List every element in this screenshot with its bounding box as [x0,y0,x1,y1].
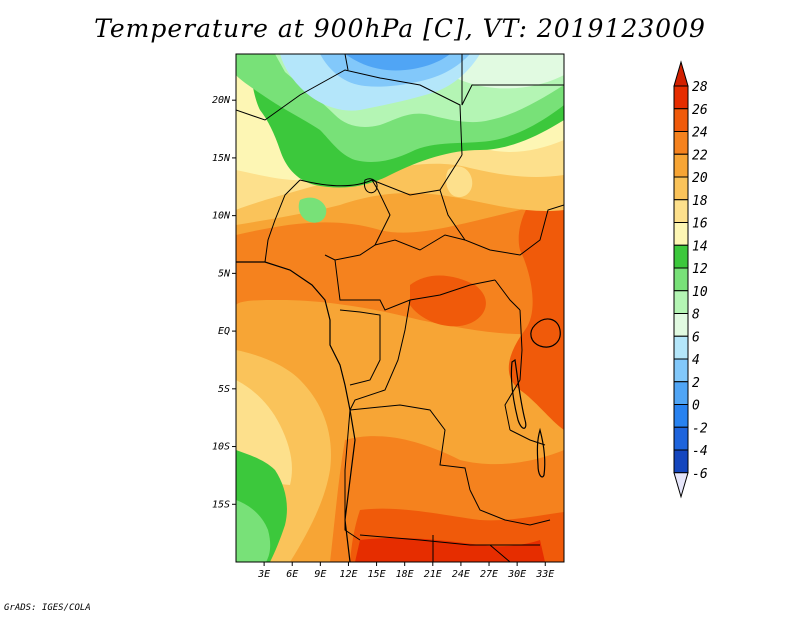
green-patch-nigeria [298,197,327,223]
lon-tick-label: 30E [507,569,526,580]
colorbar-label: -4 [692,444,708,459]
lake-victoria [530,318,561,348]
colorbar-label: 26 [692,103,708,118]
cool-spot-east [446,166,473,198]
lake-malawi [536,427,546,478]
colorbar-swatch [673,85,689,110]
colorbar-label: 14 [692,239,708,254]
colorbar-swatch [673,131,689,155]
lon-tick-label: 27E [480,569,498,580]
colorbar-label: 28 [692,80,708,95]
colorbar-swatch [673,267,689,292]
lat-tick-label: EQ [218,326,230,337]
colorbar-label: 8 [692,308,700,323]
colorbar-swatch [673,313,689,337]
lat-tick-label: 5S [218,384,230,395]
lon-tick-label: 12E [339,569,357,580]
lon-tick-label: 3E [257,569,270,580]
band-26-central [410,275,486,327]
colorbar-swatch [673,449,689,474]
temperature-field [236,54,564,562]
colorbar-label: 4 [692,353,700,368]
band-2-north [345,54,450,71]
band-12-southwest [236,500,271,562]
colorbar-swatch [673,108,689,132]
colorbar-swatch [673,426,689,451]
lon-tick-label: 6E [286,569,298,580]
band-26-east [508,190,564,430]
colorbar-label: -6 [692,467,708,482]
latitude-axis: 20N 15N 10N 5N EQ 5S 10S 15S [212,95,236,510]
country-borders [236,54,564,562]
colorbar-swatch [673,290,689,314]
lat-tick-label: 10S [212,442,230,453]
lake-tanganyika [510,358,527,429]
lon-tick-label: 15E [368,569,386,580]
colorbar-label: -2 [692,421,708,436]
colorbar-label: 16 [692,217,708,232]
colorbar-swatch [673,244,689,269]
coastline [236,261,356,562]
lat-tick-label: 5N [218,268,231,279]
lat-tick-label: 15S [212,499,230,510]
lat-tick-label: 15N [212,153,231,164]
lon-tick-label: 33E [535,569,554,580]
lat-tick-label: 10N [212,211,231,222]
colorbar-swatch [673,358,689,383]
colorbar-swatch [673,335,689,360]
colorbar-swatch [673,153,689,178]
colorbar-label: 6 [692,330,700,345]
lake-chad [363,178,378,194]
colorbar-bottom-arrow [673,472,689,499]
lat-tick-label: 20N [212,95,231,106]
longitude-axis: 3E 6E 9E 12E 15E 18E 21E 24E 27E 30E 33E [257,562,554,580]
colorbar-top-arrow [673,60,689,87]
colorbar-label: 12 [692,262,708,277]
colorbar-label: 0 [692,399,700,414]
chart-title: Temperature at 900hPa [C], VT: 201912300… [94,14,706,43]
colorbar-label: 18 [692,194,708,209]
lon-tick-label: 21E [424,569,442,580]
colorbar-label: 2 [692,376,700,391]
lon-tick-label: 24E [452,569,470,580]
colorbar-label: 22 [692,148,708,163]
colorbar-label: 10 [692,285,708,300]
band-28-south [355,537,545,562]
colorbar-swatch [673,404,689,428]
map-frame [235,53,565,563]
colorbar-label: 20 [692,171,708,186]
lon-tick-label: 9E [314,569,326,580]
colorbar-swatch [673,199,689,223]
colorbar-swatch [673,222,689,246]
credit-text: GrADS: IGES/COLA [4,603,91,613]
colorbar-swatch [673,176,689,201]
colorbar-swatch [673,381,689,405]
lon-tick-label: 18E [396,569,414,580]
colorbar-label: 24 [692,126,708,141]
